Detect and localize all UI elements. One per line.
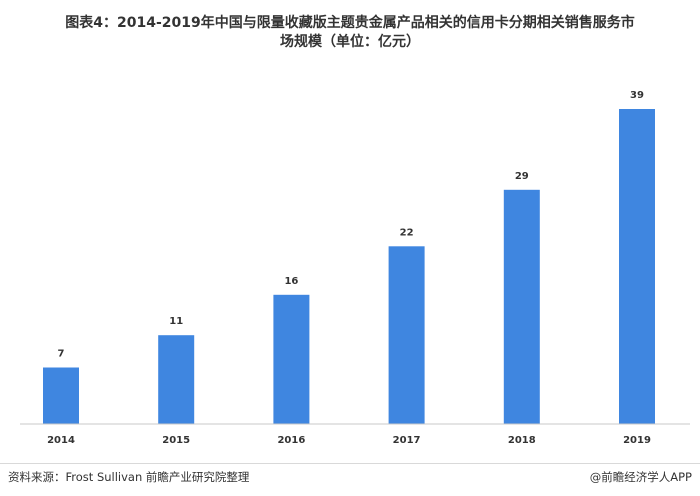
chart-title-line-2: 场规模（单位：亿元） bbox=[280, 34, 420, 50]
bar-value-label-2017: 22 bbox=[400, 227, 414, 238]
bar-value-label-2015: 11 bbox=[169, 316, 183, 327]
footer-divider bbox=[0, 463, 700, 464]
bar-value-label-2018: 29 bbox=[515, 171, 529, 182]
x-tick-label-2019: 2019 bbox=[623, 435, 651, 446]
bar-2014 bbox=[43, 367, 79, 424]
x-tick-label-2018: 2018 bbox=[508, 435, 536, 446]
x-tick-labels: 2014 2015 2016 2017 2018 2019 bbox=[47, 435, 651, 446]
bar-2018 bbox=[503, 189, 540, 424]
bar-2017 bbox=[388, 246, 425, 424]
x-tick-label-2017: 2017 bbox=[393, 435, 421, 446]
brand-note: @前瞻经济学人APP bbox=[589, 470, 692, 484]
chart-title-line-1: 图表4：2014-2019年中国与限量收藏版主题贵金属产品相关的信用卡分期相关销… bbox=[65, 15, 635, 31]
bar-2019 bbox=[619, 109, 655, 424]
source-note: 资料来源：Frost Sullivan 前瞻产业研究院整理 bbox=[8, 470, 250, 484]
bar-value-label-2016: 16 bbox=[284, 276, 298, 287]
bar-value-label-2014: 7 bbox=[58, 349, 65, 360]
bar-chart: 7 11 16 22 29 39 2014 2015 2016 2017 2018 2019 bbox=[20, 90, 690, 446]
chart-title: 图表4：2014-2019年中国与限量收藏版主题贵金属产品相关的信用卡分期相关销… bbox=[0, 14, 700, 52]
x-tick-label-2014: 2014 bbox=[47, 435, 75, 446]
bar-value-label-2019: 39 bbox=[630, 90, 644, 101]
bar-2016 bbox=[273, 294, 310, 424]
x-tick-label-2015: 2015 bbox=[162, 435, 190, 446]
x-tick-label-2016: 2016 bbox=[277, 435, 305, 446]
bar-2015 bbox=[158, 335, 195, 424]
bars-group: 7 11 16 22 29 39 bbox=[43, 90, 655, 424]
